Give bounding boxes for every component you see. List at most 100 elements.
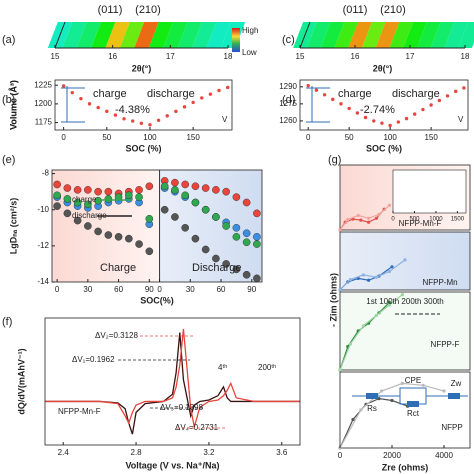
circuit-label: Zw xyxy=(451,379,462,388)
x-tick-label: 17 xyxy=(406,52,415,61)
data-point xyxy=(63,184,72,192)
annotation: V xyxy=(222,115,228,124)
x-tick-label: 17 xyxy=(166,52,175,61)
eis-point xyxy=(403,258,407,262)
heat-cell xyxy=(430,22,455,48)
x-tick-label: 16 xyxy=(351,52,360,61)
eis-point xyxy=(387,300,391,304)
eis-point xyxy=(390,265,394,269)
x-axis-label: Zre (ohms) xyxy=(382,462,429,472)
heat-cell xyxy=(348,22,372,48)
data-point xyxy=(148,123,152,127)
heat-cell xyxy=(458,22,474,48)
data-point xyxy=(242,270,251,279)
data-point xyxy=(63,195,72,203)
eis-point xyxy=(374,275,378,279)
x-tick-label: 90 xyxy=(145,285,154,294)
heat-cell xyxy=(148,22,174,48)
data-point xyxy=(253,209,261,218)
heat-cell xyxy=(306,22,331,48)
x-tick-label: 0 xyxy=(306,133,311,142)
data-point xyxy=(222,187,230,196)
x-tick-label: 0 xyxy=(55,285,60,294)
eis-curve xyxy=(339,397,408,449)
data-point xyxy=(122,117,126,121)
annotation: Charge xyxy=(100,262,136,274)
colorbar xyxy=(232,28,240,52)
eis-point xyxy=(377,212,381,216)
y-tick-label: -10 xyxy=(37,205,49,214)
eis-point xyxy=(356,213,360,218)
heat-cell xyxy=(119,22,145,48)
heat-cell xyxy=(334,22,359,48)
data-point xyxy=(156,118,161,122)
data-point xyxy=(73,186,82,194)
data-point xyxy=(445,94,450,98)
x-tick-label: 60 xyxy=(217,285,226,294)
plot-frame xyxy=(51,169,263,283)
x-tick-label: 100 xyxy=(143,133,157,142)
peak-label: (210) xyxy=(135,4,161,16)
annotation: Discharge xyxy=(192,262,242,274)
data-point xyxy=(94,187,102,196)
x-tick-label: 16 xyxy=(108,52,117,61)
x-axis-label: SOC(%) xyxy=(140,295,174,305)
data-point xyxy=(94,227,102,236)
annotation: charge xyxy=(93,88,127,100)
annotation: 200ᵗʰ xyxy=(258,363,276,372)
data-point xyxy=(217,88,221,93)
data-point xyxy=(181,191,189,200)
data-point xyxy=(139,121,144,125)
circuit-label: Rs xyxy=(367,404,377,413)
inset-tick-label: 1500 xyxy=(451,217,465,223)
eis-point xyxy=(387,203,391,207)
x-tick-label: 0 xyxy=(157,285,162,294)
data-point xyxy=(113,113,118,117)
eis-point xyxy=(400,293,404,297)
panel-label: (a) xyxy=(2,34,15,46)
heat-cell xyxy=(105,22,130,48)
data-point xyxy=(331,97,335,102)
eis-point xyxy=(351,417,355,422)
x-tick-label: 2.8 xyxy=(131,448,143,457)
y-tick-label: 1175 xyxy=(35,118,53,127)
data-point xyxy=(182,105,187,109)
data-point xyxy=(61,84,66,88)
data-point xyxy=(212,254,220,263)
data-point xyxy=(314,88,319,92)
y-tick-label: 1200 xyxy=(34,99,52,108)
eis-point xyxy=(367,220,371,224)
x-tick-label: 18 xyxy=(461,52,470,61)
plot-frame xyxy=(54,79,233,131)
data-point xyxy=(96,105,100,110)
data-point xyxy=(253,274,261,283)
y-axis-label: Volume (Å³) xyxy=(8,80,18,130)
data-point xyxy=(84,186,92,194)
sample-label: NFPP xyxy=(441,423,462,432)
heat-cell xyxy=(389,22,414,48)
eis-curve xyxy=(339,294,403,371)
eis-point xyxy=(377,397,381,401)
data-point xyxy=(413,112,417,116)
data-point xyxy=(87,102,92,106)
eis-point xyxy=(380,389,384,393)
data-point xyxy=(191,234,200,243)
eis-point xyxy=(387,269,391,274)
peak-label: (210) xyxy=(380,4,406,16)
eis-point xyxy=(367,216,371,220)
data-point xyxy=(125,191,133,200)
annotation: discharge xyxy=(72,211,107,220)
sample-label: NFPP-Mn xyxy=(422,278,457,287)
data-point xyxy=(104,187,113,196)
data-point xyxy=(104,231,113,239)
data-point xyxy=(454,89,458,94)
eis-point xyxy=(338,368,342,372)
heat-cell xyxy=(134,22,159,48)
data-point xyxy=(462,86,466,90)
data-point xyxy=(79,96,83,101)
data-point xyxy=(181,224,189,232)
data-point xyxy=(232,224,241,232)
annotation: ΔV₁=0.1962 xyxy=(72,355,115,364)
data-point xyxy=(242,238,251,247)
panel-label: (e) xyxy=(2,154,15,166)
